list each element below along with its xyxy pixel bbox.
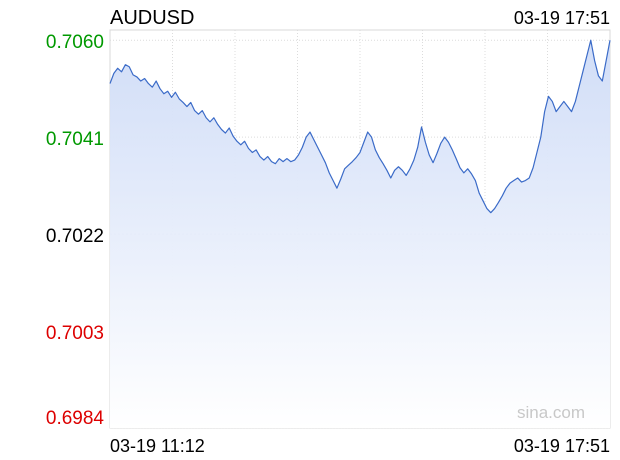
price-area	[110, 40, 610, 429]
y-tick-label: 0.7003	[46, 323, 104, 344]
chart-timestamp: 03-19 17:51	[514, 8, 610, 28]
x-start-label: 03-19 11:12	[110, 436, 205, 456]
x-end-label: 03-19 17:51	[514, 436, 610, 456]
chart-title: AUDUSD	[110, 7, 194, 29]
y-tick-label: 0.6984	[46, 408, 105, 429]
y-tick-label: 0.7041	[46, 129, 104, 150]
price-line	[109, 39, 611, 214]
y-tick-label: 0.7022	[46, 226, 104, 247]
watermark: sina.com	[517, 403, 585, 422]
y-tick-label: 0.7060	[46, 32, 104, 53]
